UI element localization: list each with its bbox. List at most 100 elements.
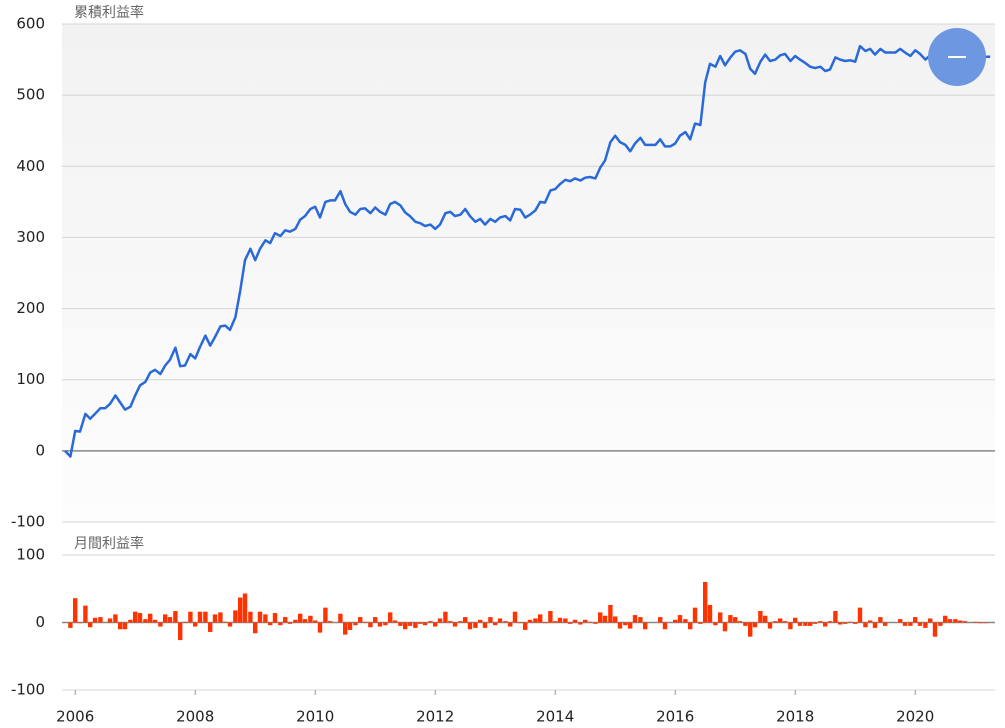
bar	[572, 619, 578, 623]
bar	[413, 622, 418, 628]
x-tick-label: 2018	[776, 708, 814, 726]
y-tick-label: 500	[16, 86, 45, 104]
bar	[803, 622, 808, 626]
bar	[743, 622, 748, 626]
y-tick-label: 0	[35, 613, 45, 631]
bar	[628, 622, 633, 629]
y-tick-label: 300	[16, 228, 45, 246]
bar	[898, 619, 903, 623]
bar	[853, 622, 858, 624]
bar	[158, 622, 163, 627]
bar	[857, 607, 863, 623]
bar	[433, 622, 438, 627]
bar	[977, 622, 983, 624]
bar	[182, 621, 188, 623]
bar	[658, 617, 663, 623]
bar	[983, 622, 988, 624]
bar	[118, 622, 123, 630]
bar	[467, 622, 473, 630]
bar	[778, 618, 783, 623]
bar	[932, 622, 938, 637]
y-tick-label: -100	[11, 681, 45, 699]
bar	[833, 611, 838, 623]
bar	[643, 622, 648, 630]
bar	[943, 615, 948, 623]
bar	[407, 622, 413, 626]
bar	[362, 621, 368, 623]
bar	[673, 619, 678, 623]
bar	[178, 622, 183, 641]
bar	[568, 622, 573, 624]
bar	[863, 622, 868, 628]
bar	[193, 622, 198, 627]
bar	[923, 622, 928, 628]
bar	[548, 611, 553, 623]
bar	[838, 622, 843, 625]
bar	[878, 617, 883, 623]
bar	[758, 611, 763, 623]
bar	[437, 618, 443, 623]
bar	[958, 620, 963, 623]
x-tick-label: 2020	[896, 708, 934, 726]
x-tick-label: 2010	[296, 708, 334, 726]
bar	[928, 618, 933, 623]
bar	[478, 619, 483, 623]
bar	[257, 611, 263, 623]
bar	[268, 622, 273, 626]
bar	[842, 622, 848, 624]
bar	[947, 619, 953, 623]
bar	[188, 611, 193, 623]
bar	[173, 611, 178, 623]
bar	[602, 615, 608, 623]
bar	[107, 618, 113, 623]
bar	[403, 622, 408, 630]
bar	[238, 597, 243, 623]
bar	[508, 622, 513, 627]
bar	[197, 611, 203, 623]
bar	[448, 621, 453, 623]
bar	[557, 617, 563, 623]
bar	[143, 619, 148, 623]
bar	[917, 622, 923, 626]
bar	[482, 622, 488, 628]
bar	[973, 621, 978, 623]
bar	[167, 617, 173, 623]
x-tick-label: 2014	[536, 708, 574, 726]
plot-background	[62, 24, 995, 522]
bar	[953, 619, 958, 623]
marks: -100 0 100 200 300 400 500 600 -100 0 100 2006 2008 2…	[11, 15, 995, 726]
y-tick-label: 100	[16, 546, 45, 564]
bar	[92, 617, 98, 623]
bar	[373, 617, 378, 623]
bar	[313, 620, 318, 623]
bar	[152, 619, 158, 623]
bar	[782, 621, 788, 623]
bar	[208, 622, 213, 632]
bar	[902, 622, 908, 626]
bar	[883, 622, 888, 626]
bar	[338, 613, 343, 623]
bar	[593, 622, 598, 624]
bar	[272, 613, 278, 623]
bar	[283, 617, 288, 623]
bar	[98, 617, 103, 623]
bar	[377, 622, 383, 627]
bar	[527, 619, 533, 623]
bar	[293, 619, 298, 623]
bar	[263, 614, 268, 623]
bar	[718, 612, 723, 623]
bar	[962, 621, 968, 623]
bar	[698, 622, 703, 624]
collapse-button[interactable]	[928, 28, 986, 86]
bar	[688, 622, 693, 630]
bar	[233, 610, 238, 623]
bar	[868, 620, 873, 623]
bar	[538, 614, 543, 623]
bar	[317, 622, 323, 633]
bar	[638, 617, 643, 623]
bar	[677, 615, 683, 623]
bar	[137, 613, 143, 623]
bar	[773, 621, 778, 623]
x-tick-label: 2012	[416, 708, 454, 726]
